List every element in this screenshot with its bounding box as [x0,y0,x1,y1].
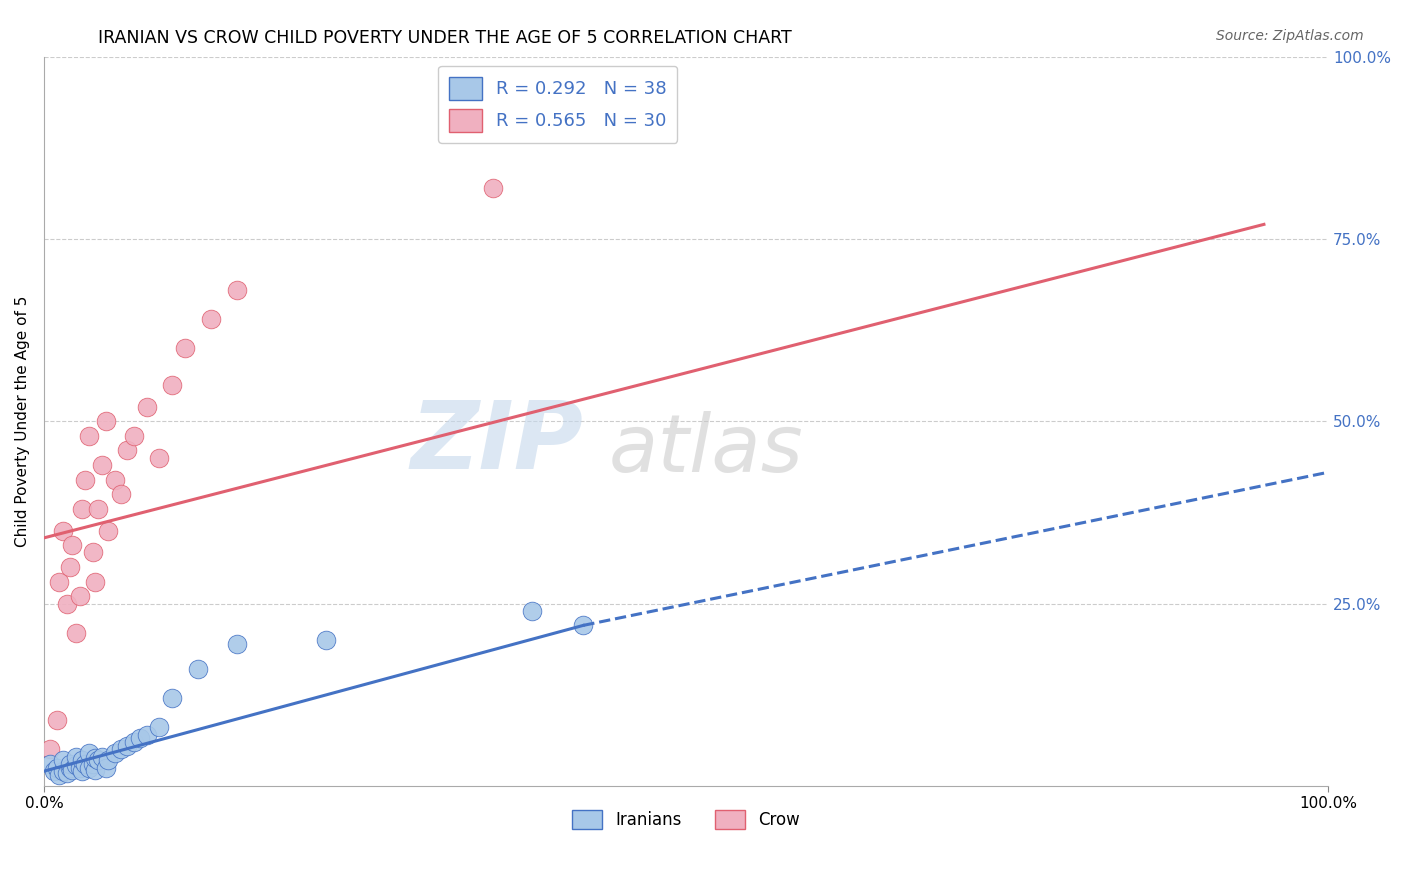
Point [117,443,139,458]
Point [103,746,125,760]
Text: Source: ZipAtlas.com: Source: ZipAtlas.com [1216,29,1364,43]
Point [72,501,94,516]
Point [69,760,91,774]
Point [520,604,543,618]
Point [315,632,337,647]
Point [572,618,595,632]
Point [94,760,117,774]
Point [97,753,120,767]
Point [90,458,112,472]
Point [482,181,505,195]
Point [122,735,145,749]
Point [60,763,83,777]
Point [162,377,184,392]
Point [225,283,247,297]
Point [77,760,100,774]
Point [65,749,87,764]
Point [45,713,67,727]
Point [48,768,70,782]
Point [110,742,132,756]
Point [87,501,110,516]
Point [56,597,79,611]
Point [69,589,91,603]
Point [44,764,66,779]
Y-axis label: Child Poverty Under the Age of 5: Child Poverty Under the Age of 5 [15,295,30,547]
Point [82,545,104,559]
Point [187,662,209,676]
Point [87,753,110,767]
Point [117,739,139,753]
Point [72,753,94,767]
Point [103,473,125,487]
Point [73,473,96,487]
Point [162,691,184,706]
Point [110,487,132,501]
Point [84,751,107,765]
Point [225,637,247,651]
Point [97,524,120,538]
Point [58,760,80,774]
Point [82,756,104,771]
Point [84,763,107,777]
Point [52,764,75,779]
Point [77,429,100,443]
Legend: Iranians, Crow: Iranians, Crow [565,803,807,836]
Point [129,731,152,746]
Text: atlas: atlas [609,411,804,490]
Point [84,574,107,589]
Point [60,538,83,552]
Point [135,400,157,414]
Point [39,742,62,756]
Point [200,312,222,326]
Point [56,765,79,780]
Point [52,753,75,767]
Point [122,429,145,443]
Point [135,728,157,742]
Point [39,756,62,771]
Point [52,524,75,538]
Point [58,756,80,771]
Point [73,756,96,771]
Point [65,625,87,640]
Point [45,760,67,774]
Point [58,560,80,574]
Text: IRANIAN VS CROW CHILD POVERTY UNDER THE AGE OF 5 CORRELATION CHART: IRANIAN VS CROW CHILD POVERTY UNDER THE … [98,29,792,46]
Point [94,414,117,428]
Text: ZIP: ZIP [411,397,583,489]
Point [90,749,112,764]
Point [174,341,197,355]
Point [148,721,170,735]
Point [48,574,70,589]
Point [148,450,170,465]
Point [77,746,100,760]
Point [65,758,87,772]
Point [72,764,94,779]
Point [495,78,517,93]
